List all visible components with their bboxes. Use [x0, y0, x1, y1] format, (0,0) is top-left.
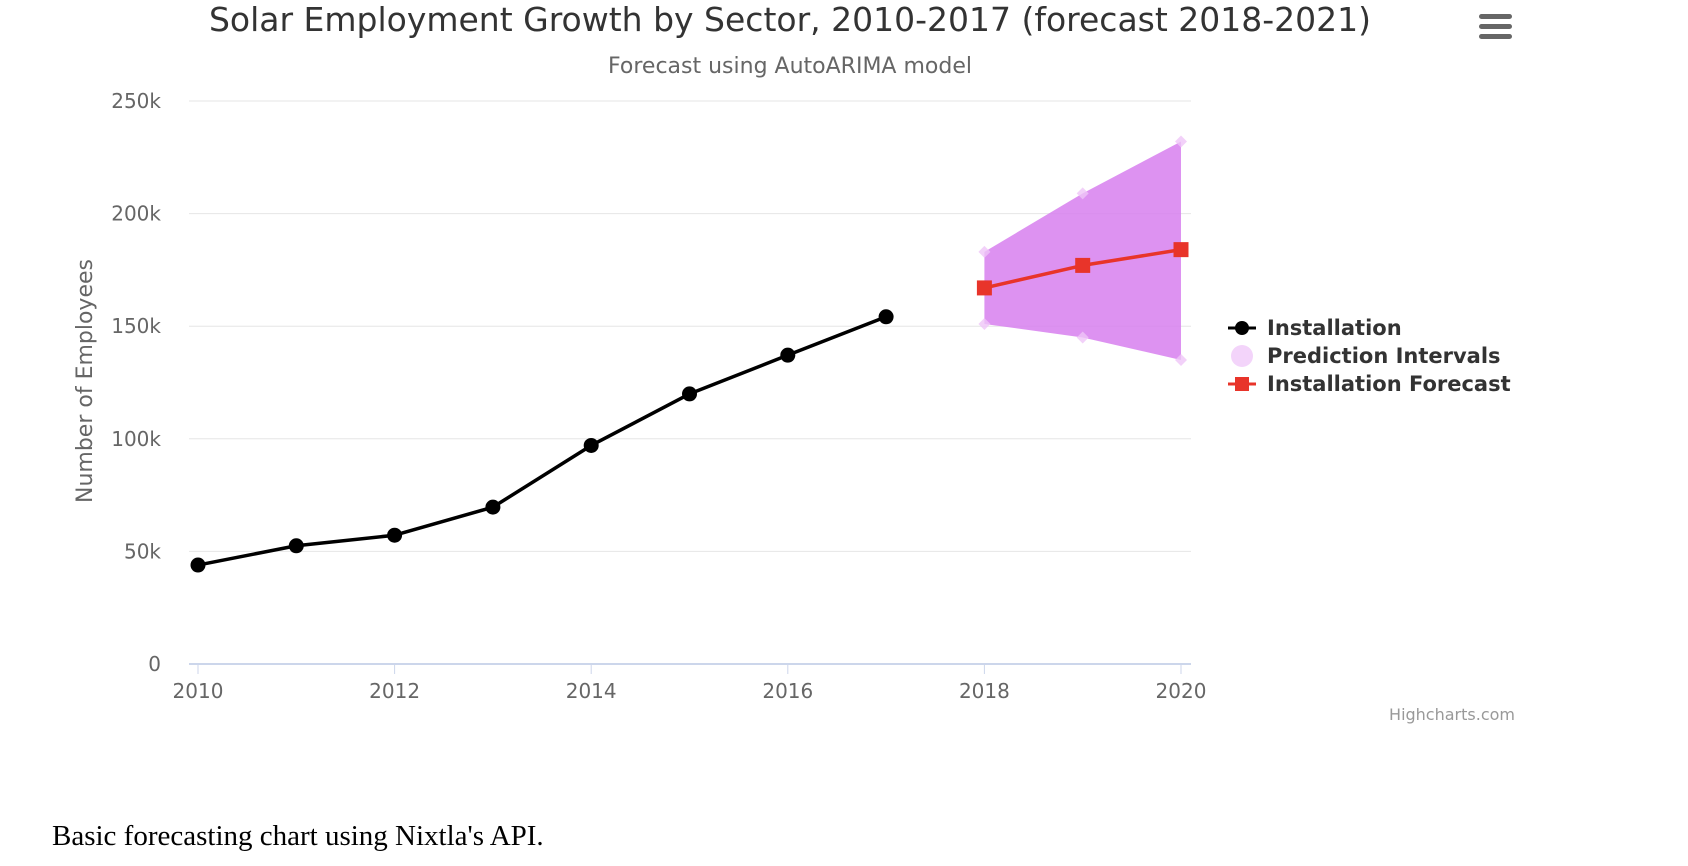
- data-point: [288, 538, 304, 554]
- data-point: [1075, 257, 1091, 273]
- y-axis-ticks: 0 50k 100k 150k 200k 250k: [111, 89, 161, 676]
- interval-bound-point: [978, 245, 991, 258]
- y-tick-label: 150k: [111, 314, 161, 338]
- caption: Basic forecasting chart using Nixtla's A…: [52, 820, 544, 852]
- y-tick-label: 50k: [124, 539, 161, 563]
- data-point: [976, 280, 992, 296]
- y-tick-label: 0: [148, 652, 161, 676]
- y-tick-label: 100k: [111, 427, 161, 451]
- data-point: [1173, 242, 1189, 258]
- data-point: [387, 527, 403, 543]
- interval-bound-point: [1076, 187, 1089, 200]
- x-tick-label: 2012: [369, 679, 420, 703]
- interval-bound-point: [1076, 331, 1089, 344]
- data-point: [780, 347, 796, 363]
- credits-link[interactable]: Highcharts.com: [1389, 705, 1515, 724]
- data-point: [878, 309, 894, 325]
- data-point: [190, 557, 206, 573]
- x-tick-label: 2020: [1156, 679, 1207, 703]
- chart-title: Solar Employment Growth by Sector, 2010-…: [209, 0, 1371, 39]
- legend-symbol: [1231, 345, 1253, 367]
- interval-bound-point: [1175, 353, 1187, 366]
- data-point: [682, 386, 697, 402]
- legend-label: Prediction Intervals: [1267, 344, 1501, 368]
- x-axis: 2010 2012 2014 2016 2018 2020: [173, 663, 1207, 703]
- legend-marker: [1235, 377, 1249, 391]
- chart-subtitle: Forecast using AutoARIMA model: [608, 54, 972, 79]
- data-point: [485, 499, 501, 515]
- chart: Solar Employment Growth by Sector, 2010-…: [73, 0, 1515, 724]
- x-tick-label: 2010: [173, 679, 224, 703]
- legend: Installation Prediction Intervals Installa…: [1228, 316, 1511, 396]
- plot-area: [190, 135, 1189, 573]
- x-tick-label: 2016: [762, 679, 813, 703]
- legend-label: Installation Forecast: [1267, 372, 1511, 396]
- y-gridlines: [189, 100, 1191, 552]
- data-point: [583, 437, 599, 453]
- interval-bound-point: [978, 317, 991, 330]
- legend-label: Installation: [1267, 316, 1402, 340]
- y-axis-title: Number of Employees: [73, 259, 98, 503]
- interval-bound-point: [1175, 135, 1187, 148]
- x-tick-label: 2014: [566, 679, 617, 703]
- export-menu-button[interactable]: [1479, 14, 1512, 39]
- y-tick-label: 200k: [111, 202, 161, 226]
- legend-marker: [1235, 321, 1249, 335]
- y-tick-label: 250k: [111, 89, 161, 113]
- prediction-interval-band: [984, 141, 1181, 360]
- series-line: [197, 315, 887, 567]
- hamburger-menu-icon: [1479, 14, 1512, 39]
- x-tick-label: 2018: [959, 679, 1010, 703]
